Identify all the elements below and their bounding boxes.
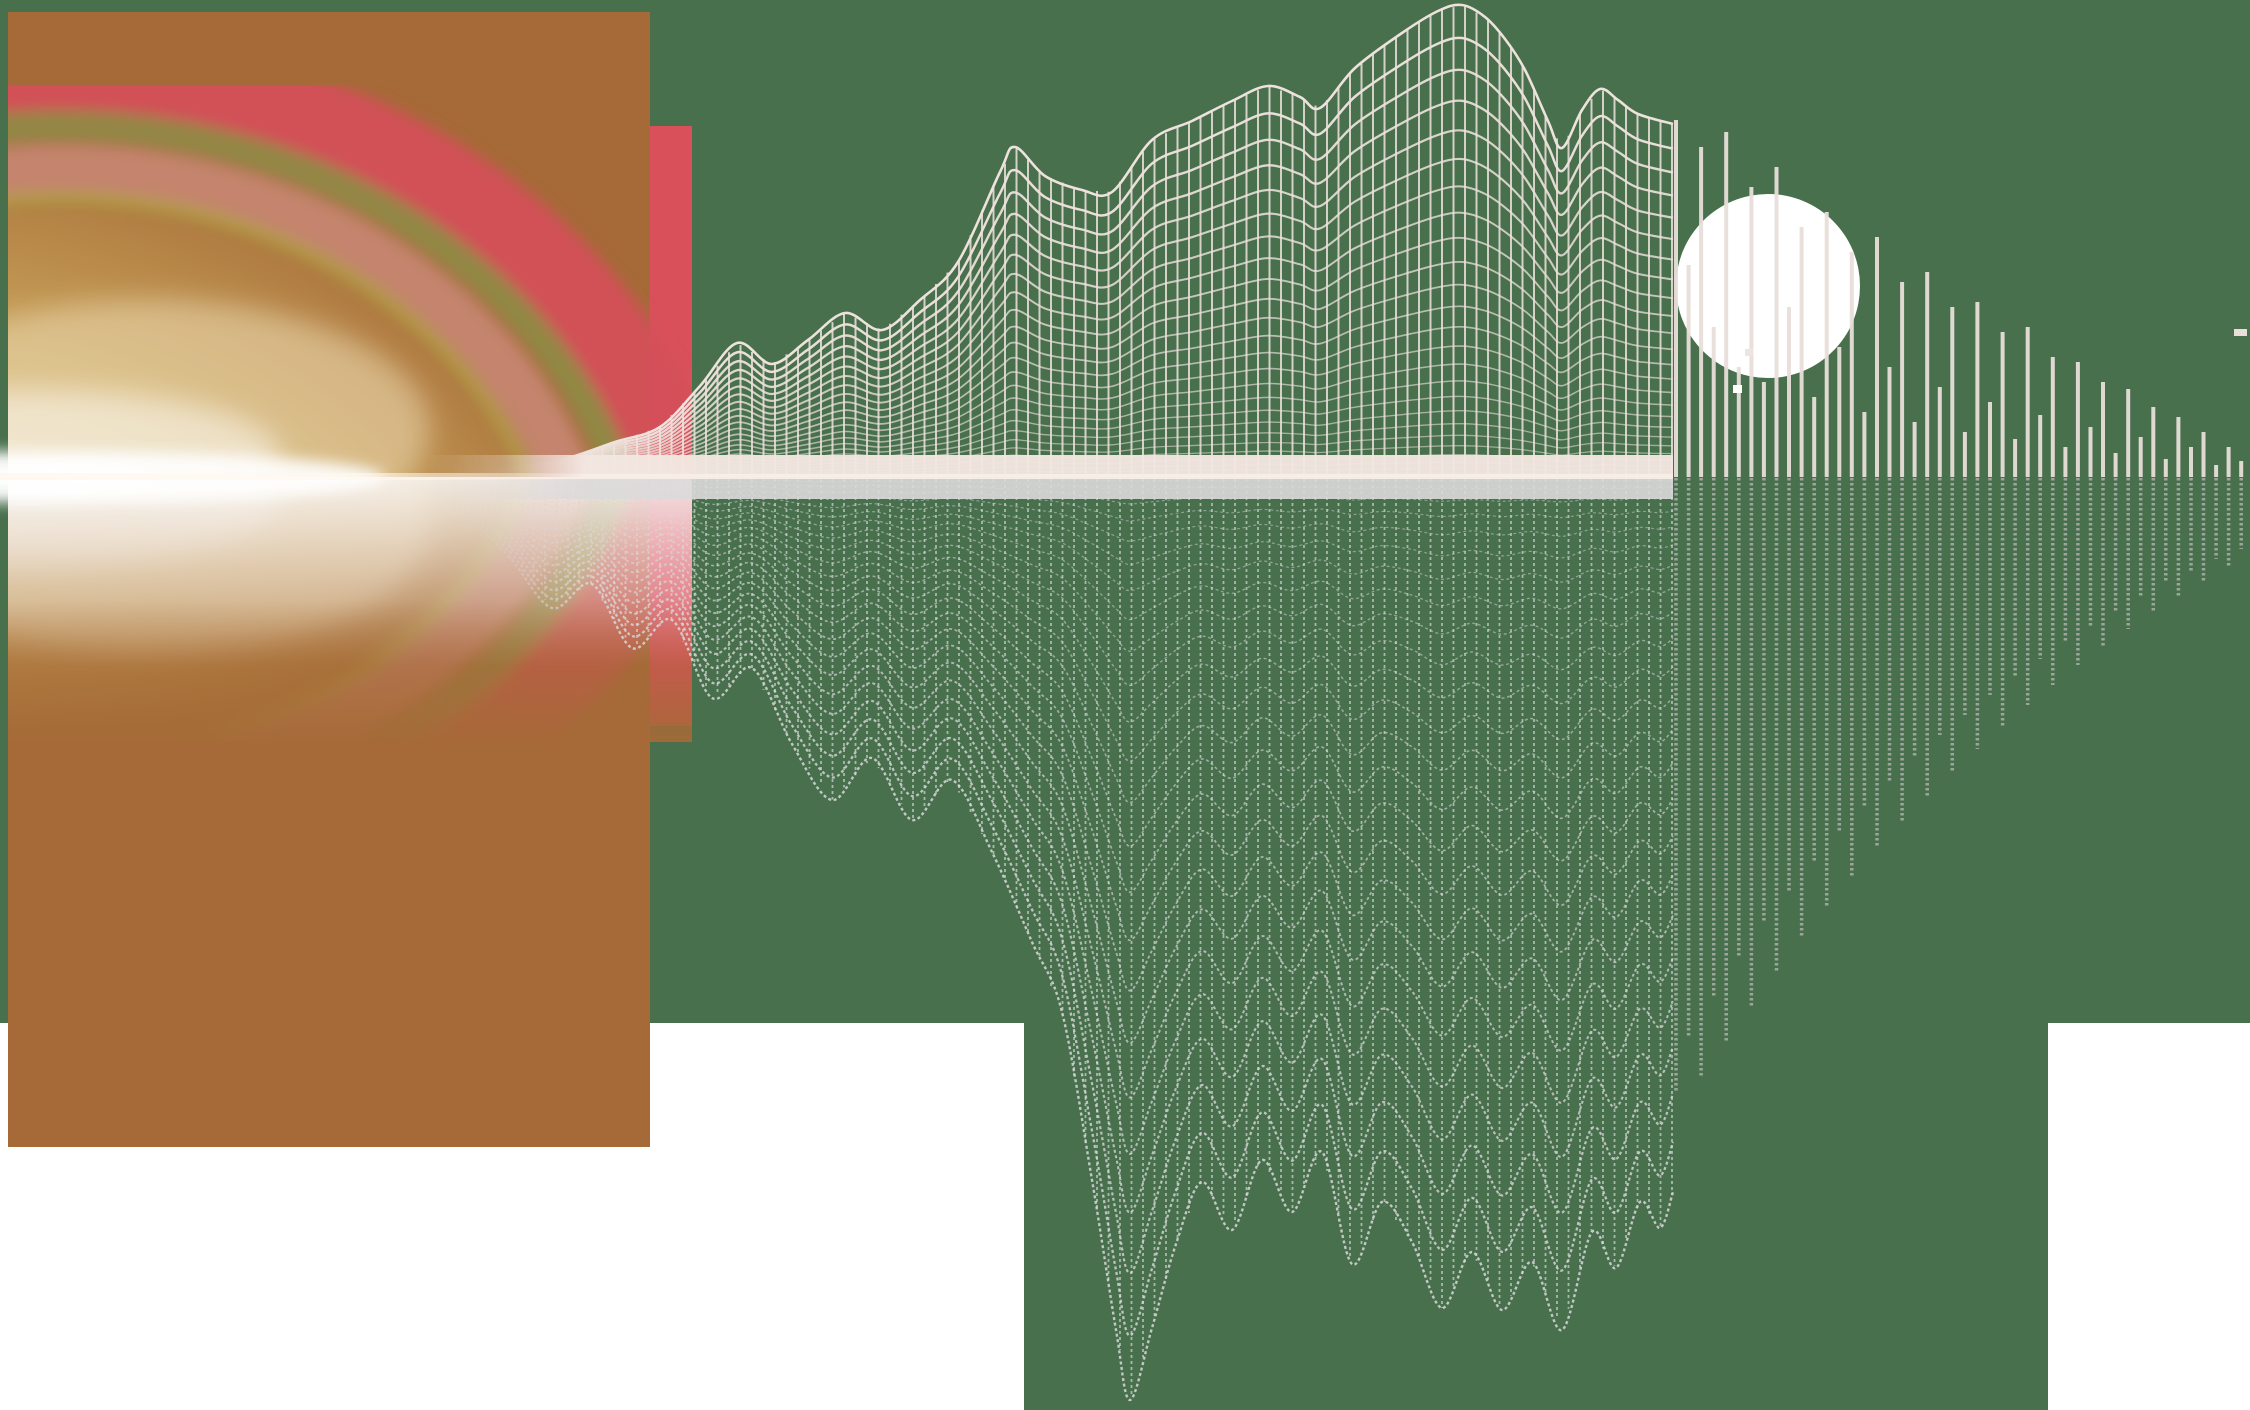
terrain-mesh-above <box>429 3 1674 478</box>
under-waterline-band <box>430 477 1673 499</box>
beach-band <box>430 455 1673 477</box>
bar-cap-mark <box>2234 329 2247 336</box>
waterline <box>430 474 1673 479</box>
white-panel-bottom-right <box>2048 1023 2250 1410</box>
sun-circle <box>1676 194 1860 378</box>
waterline-glow <box>0 451 660 503</box>
bar-cap-mark <box>1733 385 1742 393</box>
waveform-bars <box>1674 120 2247 1092</box>
bar-cap-mark <box>1745 349 1753 356</box>
terrain-mesh-reflection <box>429 476 1675 1402</box>
